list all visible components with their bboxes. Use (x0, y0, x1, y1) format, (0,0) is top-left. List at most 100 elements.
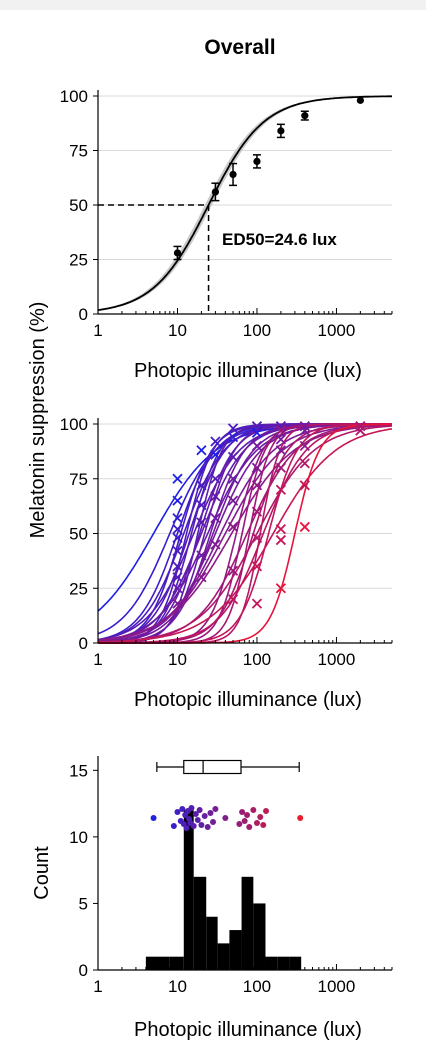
panel-1-x-tick-label: 1 (93, 321, 102, 340)
panel-individual: 0 25 50 75 100 1 10 100 1000 Photopic illuminanc… (60, 415, 393, 711)
data-marker-x (275, 421, 287, 432)
panel-overall: Overall 0 25 50 75 100 1 10 100 1000 ED50=24.6 l… (60, 36, 393, 382)
data-marker-x (196, 480, 207, 491)
jitter-dot (201, 813, 208, 819)
individual-curve (98, 423, 392, 644)
data-marker-x (275, 462, 287, 473)
data-marker-x (172, 572, 183, 583)
data-marker-x (299, 521, 310, 533)
data-marker-x (172, 513, 183, 524)
data-point (173, 249, 182, 257)
histogram-bar (253, 903, 266, 970)
data-point (301, 112, 309, 120)
panel-2-y-tick-label: 50 (69, 525, 88, 544)
data-marker-x (251, 440, 263, 452)
data-marker-x (172, 545, 183, 557)
panel-1-axes: 0 25 50 75 100 1 10 100 1000 (60, 87, 393, 340)
data-marker-x (210, 513, 221, 524)
panel-2-y-tick-label: 75 (69, 470, 88, 489)
histogram-bar (169, 956, 184, 970)
panel-2-x-tick-label: 1 (93, 650, 102, 669)
histogram-bar (277, 956, 290, 970)
histogram-bar (241, 876, 254, 970)
data-marker-x (227, 432, 239, 443)
data-marker-x (227, 473, 239, 484)
jitter-dot (188, 805, 195, 811)
panel-2-curves (97, 423, 393, 644)
data-marker-x (275, 523, 287, 535)
data-marker-x (299, 421, 310, 432)
histogram-bar (217, 943, 230, 970)
individual-curve (97, 428, 393, 643)
jitter-dot (196, 807, 203, 813)
data-marker-x (196, 445, 207, 456)
data-marker-x (172, 523, 183, 535)
panel-2-y-tick-label: 25 (69, 579, 88, 598)
data-marker-x (227, 521, 239, 533)
data-marker-x (251, 462, 263, 473)
panel-3-y-tick-label: 15 (69, 761, 88, 780)
panel-histogram: 0 5 10 15 1 10 100 1000 Photopic illuminance (l… (31, 756, 393, 1041)
panel-1-points (173, 96, 364, 261)
jitter-dot (194, 817, 201, 823)
data-marker-x (275, 434, 287, 445)
jitter-dot (207, 810, 214, 816)
data-marker-x (299, 480, 310, 491)
panel-1-y-tick-label: 25 (69, 251, 88, 270)
jitter-dot (174, 809, 181, 815)
data-marker-x (172, 561, 183, 572)
panel-2-x-axis-label: Photopic illuminance (lux) (134, 689, 362, 711)
jitter-dot (170, 823, 177, 829)
panel-1-grid (98, 95, 392, 260)
data-marker-x (299, 425, 310, 436)
panel-1-x-tick-label: 100 (243, 321, 271, 340)
data-marker-x (227, 594, 239, 605)
data-marker-x (275, 583, 287, 594)
panel-3-y-tick-label: 0 (79, 961, 88, 980)
data-point (356, 96, 364, 104)
jitter-dot (190, 823, 197, 829)
data-marker-x (251, 480, 263, 491)
data-marker-x (196, 550, 207, 561)
ed50-annotation: ED50=24.6 lux (222, 230, 337, 249)
jitter-dot (183, 825, 190, 831)
panel-1-x-tick-label: 10 (168, 321, 187, 340)
histogram-bar (289, 956, 302, 970)
histogram-bar (229, 930, 242, 970)
jitter-dot (210, 819, 217, 825)
data-marker-x (275, 425, 287, 436)
jitter-dot (260, 822, 267, 828)
data-marker-x (196, 517, 207, 528)
data-marker-x (251, 598, 263, 609)
panel-2-y-tick-label: 0 (79, 634, 88, 653)
data-marker-x (210, 449, 221, 460)
data-marker-x (251, 506, 263, 517)
data-marker-x (210, 473, 221, 484)
jitter-dot (239, 809, 246, 815)
data-marker-x (210, 491, 221, 502)
jitter-dot (236, 821, 243, 827)
data-point (253, 157, 261, 165)
data-marker-x (275, 534, 287, 546)
panel-1-fit-curve (97, 95, 392, 311)
panel-2-axes: 0 25 50 75 100 1 10 100 1000 (60, 415, 393, 669)
panel-3-x-tick-label: 1 (93, 977, 102, 996)
data-marker-x (196, 499, 207, 511)
jitter-dot (246, 824, 253, 830)
jitter-dot (212, 806, 219, 812)
panel-3-x-axis-label: Photopic illuminance (lux) (134, 1019, 362, 1041)
data-point (229, 170, 237, 179)
panel-3-x-tick-label: 10 (168, 977, 187, 996)
panel-1-y-tick-label: 75 (69, 142, 88, 161)
jitter-dot (222, 815, 229, 821)
histogram-bar (206, 916, 218, 970)
panel-2-x-tick-label: 10 (168, 650, 187, 669)
panel-3-bars (145, 810, 302, 970)
jitter-dot (257, 814, 264, 820)
histogram-bar (145, 956, 170, 970)
jitter-dot (297, 815, 304, 821)
jitter-dot (250, 807, 257, 813)
data-marker-x (210, 539, 221, 550)
